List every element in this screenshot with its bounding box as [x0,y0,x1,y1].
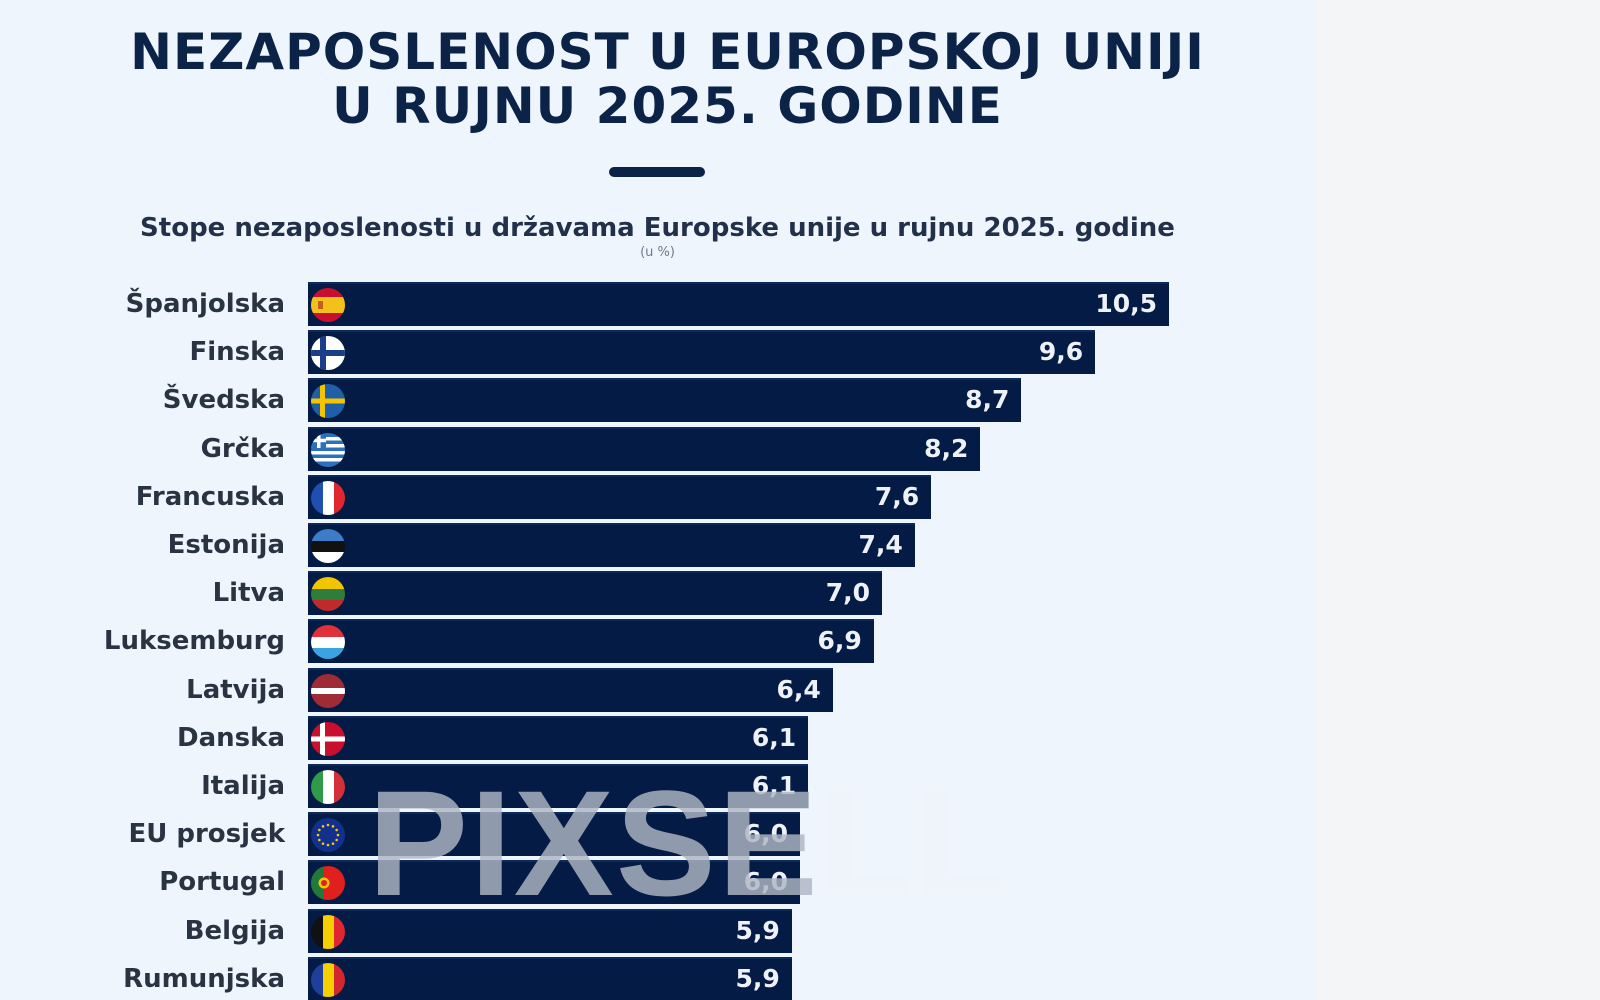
data-label: 6,1 [751,771,797,800]
category-label: Luksemburg [103,626,285,657]
infographic: NEZAPOSLENOST U EUROPSKOJ UNIJI U RUJNU … [103,23,1205,1000]
data-label: 5,9 [735,915,780,945]
pt-flag-icon [311,866,345,901]
category-label: Latvija [186,674,285,705]
bar: 8,2 [308,426,981,471]
bar: 5,9 [308,908,792,953]
lt-flag-icon [311,577,345,612]
category-label: Grčka [200,433,285,464]
be-flag-icon [311,914,345,949]
title-line-2: U RUJNU 2025. GODINE [332,77,1003,135]
bar: 6,4 [308,667,833,712]
category-label: Italija [201,771,285,801]
category-label: Portugal [159,867,285,898]
data-label: 8,7 [965,385,1010,415]
bar: 6,0 [308,860,800,905]
chart-subtitle: Stope nezaposlenosti u državama Europske… [140,213,1175,243]
data-label: 10,5 [1095,289,1157,318]
dk-flag-icon [311,721,345,756]
bar: 6,0 [308,812,800,857]
fr-flag-icon [311,480,345,515]
es-flag-icon [311,288,345,322]
category-label: Estonija [167,530,285,560]
bar: 7,6 [308,474,932,519]
bar: 8,7 [308,378,1022,423]
data-label: 6,0 [743,819,788,849]
category-label: Finska [189,337,286,368]
lv-flag-icon [311,673,345,708]
ro-flag-icon [311,962,345,997]
bar: 6,1 [308,715,809,760]
category-label: Švedska [162,385,285,416]
gr-flag-icon [311,432,345,467]
category-label: Danska [177,722,285,753]
eu-flag-icon [311,818,345,853]
data-label: 7,0 [825,578,870,608]
data-label: 7,6 [874,481,920,511]
category-label: EU prosjek [128,819,285,850]
bar: 5,9 [308,956,792,1000]
se-flag-icon [311,384,345,419]
bar-chart: Španjolska 10,5 Finska 9,6 Švedska 8,7 Grčka 8,… [103,282,1169,1000]
side-panel [1315,0,1600,1000]
lu-flag-icon [311,625,345,660]
category-label: Francuska [135,481,285,512]
bar: 7,4 [308,523,915,567]
title-line-1: NEZAPOSLENOST U EUROPSKOJ UNIJI [130,23,1205,81]
category-label: Belgija [184,915,285,946]
ee-flag-icon [311,529,345,563]
data-label: 5,9 [735,963,780,993]
data-label: 7,4 [858,530,903,559]
data-label: 6,1 [751,722,797,752]
fi-flag-icon [311,336,345,371]
data-label: 8,2 [924,433,969,463]
title-divider [609,167,705,177]
category-label: Rumunjska [123,963,285,994]
bar: 6,9 [308,619,874,664]
it-flag-icon [311,770,345,804]
bar: 6,1 [308,764,809,808]
category-label: Španjolska [125,289,285,319]
unit-note: (u %) [640,245,675,260]
data-label: 6,4 [776,674,821,704]
bar: 10,5 [308,282,1169,326]
data-label: 6,0 [743,867,788,897]
bar: 7,0 [308,571,882,616]
data-label: 9,6 [1038,337,1084,367]
data-label: 6,9 [817,626,862,656]
category-label: Litva [212,578,285,609]
bar: 9,6 [308,330,1096,375]
